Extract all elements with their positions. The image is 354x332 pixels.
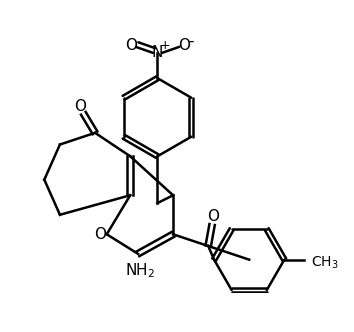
Text: O: O	[125, 38, 137, 53]
Text: O: O	[94, 227, 106, 242]
Text: NH$_2$: NH$_2$	[125, 261, 155, 280]
Text: O: O	[74, 99, 86, 114]
Text: O: O	[207, 209, 219, 224]
Text: O: O	[178, 38, 190, 53]
Text: +: +	[159, 39, 170, 52]
Text: CH$_3$: CH$_3$	[311, 255, 338, 271]
Text: N: N	[152, 45, 163, 60]
Text: -: -	[188, 34, 193, 49]
